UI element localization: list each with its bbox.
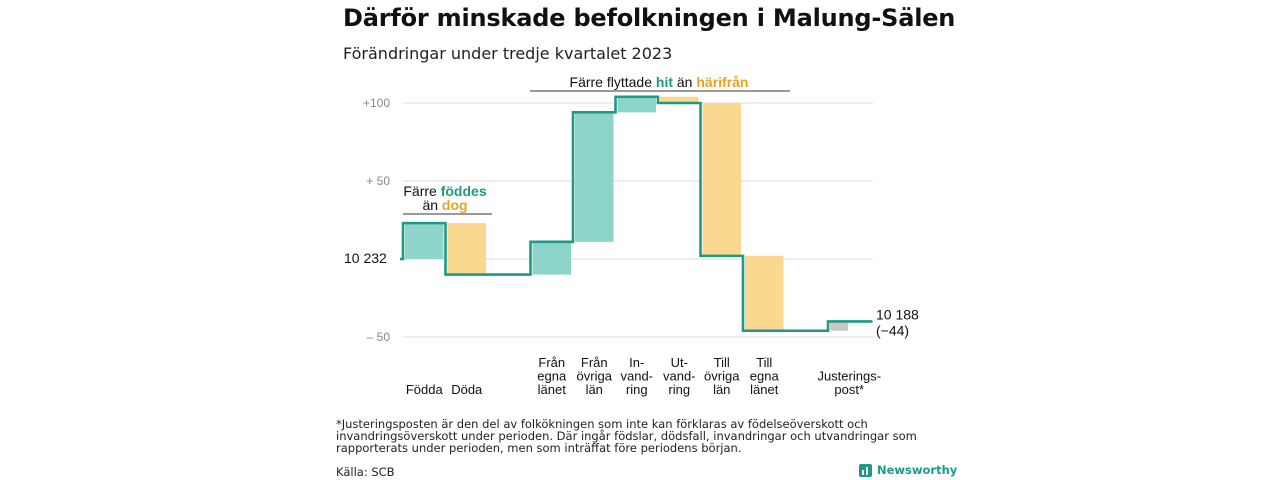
x-category-label: övriga	[704, 369, 740, 384]
brand-name: Newsworthy	[877, 463, 958, 477]
cumulative-step-line	[400, 95, 873, 333]
x-category-label: Ut-	[671, 355, 688, 370]
x-category-label: egna	[750, 369, 780, 384]
x-category-label: Födda	[406, 382, 444, 397]
x-category-label: ring	[626, 382, 648, 397]
x-category-label: övriga	[577, 369, 613, 384]
waterfall-bar	[532, 241, 571, 275]
footnote: *Justeringsposten är den del av folkökni…	[336, 417, 917, 455]
x-category-label: Från	[538, 355, 565, 370]
waterfall-bar	[447, 223, 486, 275]
x-category-label: länet	[538, 382, 567, 397]
x-category-label: egna	[537, 369, 567, 384]
y-tick-label: – 50	[367, 330, 391, 344]
annotation-births-line2: än dog	[422, 197, 467, 213]
start-value-label: 10 232	[344, 250, 387, 266]
x-category-label: Till	[714, 355, 730, 370]
end-change-label: (−44)	[876, 322, 909, 338]
x-category-label: län	[586, 382, 603, 397]
x-category-label: In-	[629, 355, 644, 370]
x-category-label: länet	[750, 382, 779, 397]
waterfall-bar	[660, 96, 699, 103]
x-category-label: ring	[668, 382, 690, 397]
x-category-label: Justerings-	[817, 369, 881, 384]
end-value-label: 10 188	[876, 306, 919, 322]
chart-title: Därför minskade befolkningen i Malung-Sä…	[343, 4, 956, 32]
waterfall-bar	[830, 321, 848, 331]
x-category-label: Döda	[451, 382, 483, 397]
source-note: Källa: SCB	[336, 465, 395, 479]
x-category-label: vand-	[663, 369, 696, 384]
brand-logo: Newsworthy	[859, 463, 957, 477]
x-category-label: post*	[834, 382, 864, 397]
waterfall-bar	[745, 255, 784, 331]
x-category-label: Till	[756, 355, 772, 370]
newsworthy-icon	[859, 463, 872, 477]
chart-subtitle: Förändringar under tredje kvartalet 2023	[343, 44, 673, 63]
x-category-label: vand-	[620, 369, 653, 384]
y-tick-label: + 50	[366, 174, 390, 188]
y-tick-label: +100	[363, 96, 390, 110]
waterfall-bar	[617, 96, 656, 113]
x-category-label: Från	[581, 355, 608, 370]
waterfall-bar	[575, 112, 614, 242]
x-category-label: län	[713, 382, 730, 397]
waterfall-bar	[405, 223, 444, 259]
annotation-births: Färre föddes	[403, 183, 486, 199]
annotation-migration: Färre flyttade hit än härifrån	[570, 74, 749, 90]
waterfall-bar	[702, 103, 741, 256]
